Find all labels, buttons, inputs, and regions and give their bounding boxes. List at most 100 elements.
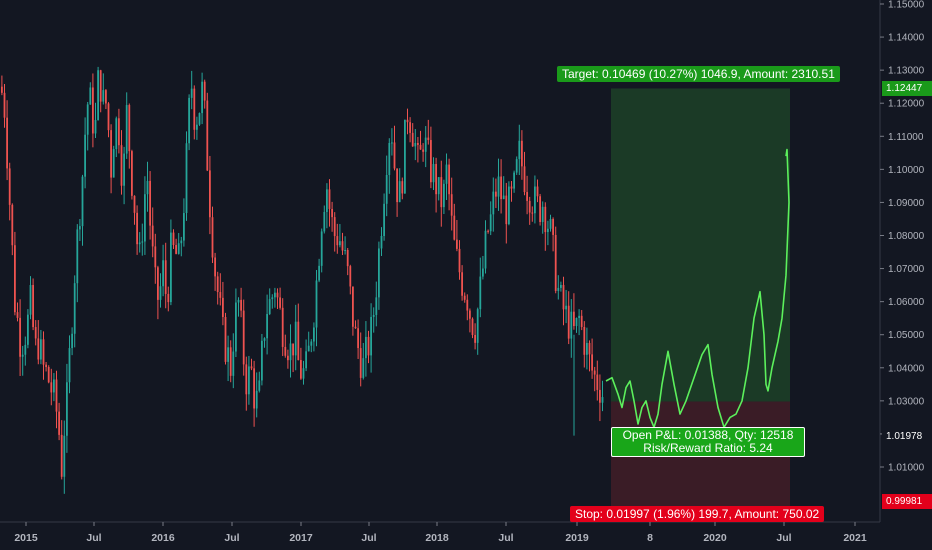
candle-body (313, 327, 315, 342)
candle-body (393, 142, 396, 169)
candle-body (76, 229, 79, 284)
price-tick-label: 1.12000 (888, 99, 925, 110)
candle-body (237, 299, 240, 303)
time-tick-label: 2018 (425, 532, 449, 544)
drawing-stroke (605, 148, 790, 429)
candle-body (599, 389, 601, 403)
open-pnl-text: Open P&L: 0.01388, Qty: 12518 (622, 428, 794, 442)
candle-body (8, 168, 11, 205)
candle-body (99, 70, 102, 102)
candle-body (370, 316, 372, 356)
candle-body (539, 196, 541, 222)
candle-body (110, 130, 112, 178)
candle-body (253, 368, 255, 409)
candle-body (107, 103, 110, 131)
candle-body (274, 292, 276, 298)
candle-body (469, 310, 471, 319)
candle-body (404, 119, 406, 194)
candle-body (354, 326, 357, 329)
candle-body (453, 215, 456, 240)
candle-body (136, 212, 138, 245)
risk-reward-text: Risk/Reward Ratio: 5.24 (643, 441, 773, 455)
candle-body (505, 195, 508, 225)
candle-body (318, 265, 320, 281)
candle-body (287, 355, 289, 361)
candle-body (235, 302, 237, 352)
candle-body (339, 241, 341, 246)
candle-body (68, 348, 71, 383)
candle-body (183, 213, 185, 241)
candle-body (497, 176, 500, 197)
candle-body (463, 295, 466, 300)
candle-body (560, 284, 562, 288)
candle-body (89, 87, 92, 105)
candle-body (289, 343, 292, 361)
candle-body (149, 180, 151, 226)
candle-body (271, 297, 274, 300)
price-tick-label: 1.14000 (888, 33, 925, 44)
candle-body (242, 310, 245, 365)
candle-body (138, 242, 141, 245)
candle-body (580, 315, 583, 327)
candle-body (450, 194, 453, 216)
candle-body (596, 374, 599, 390)
candle-body (502, 195, 505, 200)
candle-body (305, 351, 307, 369)
candle-body (261, 340, 263, 381)
candle-body (437, 177, 440, 195)
candle-body (424, 137, 427, 152)
candlestick-series (1, 66, 604, 494)
candle-body (575, 317, 578, 327)
candle-body (14, 245, 16, 313)
candle-body (211, 217, 214, 258)
candle-body (554, 234, 557, 291)
candle-body (266, 314, 268, 339)
price-tick-label: 1.08000 (888, 231, 925, 242)
candle-body (185, 143, 188, 214)
candle-body (224, 317, 227, 362)
candle-body (50, 382, 53, 393)
candle-body (27, 314, 29, 345)
candle-body (21, 354, 24, 357)
candle-body (320, 231, 323, 266)
candle-body (521, 140, 523, 167)
candle-body (245, 364, 248, 395)
candle-body (479, 276, 482, 310)
candle-body (193, 88, 196, 130)
candle-body (196, 124, 198, 130)
candle-body (531, 212, 534, 214)
candle-body (565, 305, 567, 310)
candle-body (201, 81, 203, 114)
candle-body (578, 315, 580, 318)
candle-body (32, 285, 34, 328)
time-tick-label: 2015 (14, 532, 38, 544)
candle-body (105, 90, 107, 104)
candle-body (86, 104, 89, 135)
candle-body (500, 176, 502, 200)
candle-body (547, 228, 549, 233)
candle-body (333, 217, 336, 237)
price-tick-label: 1.05000 (888, 330, 925, 341)
candle-body (284, 346, 287, 356)
stop-price-tag: 0.99981 (882, 494, 932, 509)
candle-body (341, 241, 344, 251)
candle-body (484, 230, 487, 269)
candle-body (24, 344, 27, 355)
candle-body (125, 105, 128, 154)
time-axis[interactable]: 2015 Jul 2016 Jul 2017 Jul 2018 Jul 2019 8 2020 Jul… (14, 522, 867, 544)
price-axis[interactable]: 1.15000 1.14000 1.13000 1.12000 1.11000 1.100… (880, 0, 925, 474)
candle-body (383, 203, 385, 237)
candle-body (190, 88, 193, 98)
time-tick-label: Jul (86, 532, 101, 544)
candle-body (336, 236, 339, 246)
candle-body (346, 250, 349, 267)
candle-body (448, 164, 450, 195)
time-tick-label: 8 (647, 532, 653, 544)
candle-body (214, 257, 216, 277)
time-tick-label: Jul (224, 532, 239, 544)
candle-body (276, 292, 279, 298)
candle-body (79, 226, 81, 230)
candle-body (154, 246, 157, 268)
candle-body (544, 206, 547, 233)
